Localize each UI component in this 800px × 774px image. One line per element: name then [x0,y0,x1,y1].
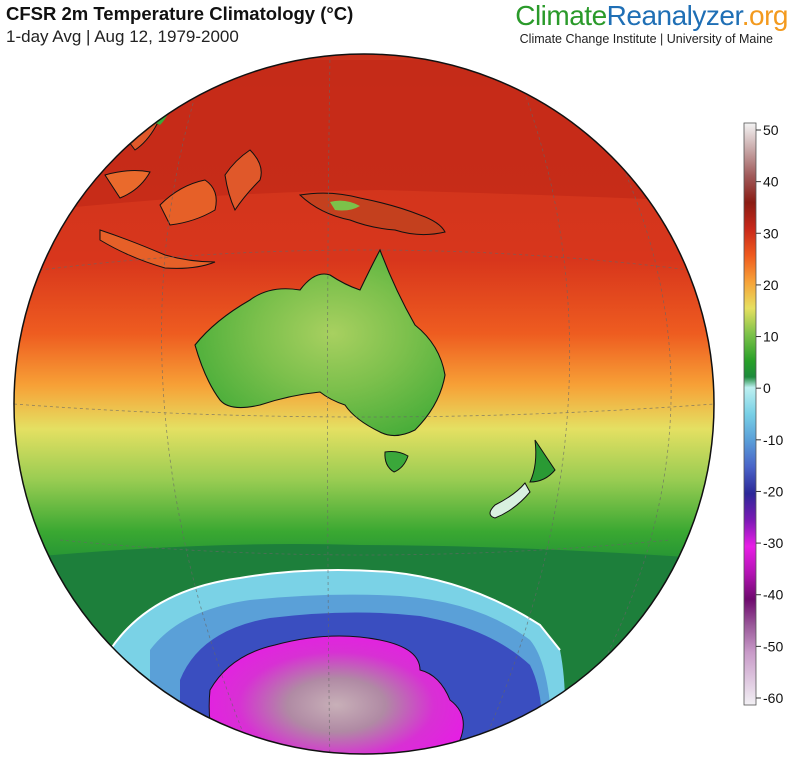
new-guinea-highlands [330,200,360,211]
colorbar-tick-label: 0 [763,380,771,396]
map-title: CFSR 2m Temperature Climatology (°C) [6,3,354,24]
colorbar-tick-label: -60 [763,690,783,706]
new-zealand-south [489,482,531,519]
brand-logo-part-reanalyzer: Reanalyzer [606,0,743,31]
brand-logo[interactable]: ClimateReanalyzer.org [515,0,788,32]
australia [194,248,446,437]
graticule [14,54,714,754]
brand-logo-part-org: .org [741,0,789,31]
brand-subtitle: Climate Change Institute | University of… [519,32,773,46]
sumatra [104,170,151,199]
colorbar-tick-label: -50 [763,638,783,654]
antarctica [208,635,464,754]
colorbar-ticks: 50 40 30 20 10 0 -10 -20 -30 -40 -50 -60 [756,122,783,706]
colorbar-tick-label: 50 [763,122,779,138]
colorbar-scale [743,122,757,706]
colorbar-tick-label: 40 [763,174,779,190]
colorbar-tick-label: 10 [763,329,779,345]
colorbar-tick-label: 20 [763,277,779,293]
colorbar-tick-label: -30 [763,535,783,551]
colorbar-tick-label: 30 [763,225,779,241]
brand-logo-part-climate: Climate [515,0,607,31]
globe-outline [13,53,715,755]
sea-ice-edge [109,569,561,651]
new-zealand-north [529,439,556,483]
colorbar-tick-label: -10 [763,432,783,448]
colorbar-tick-label: -40 [763,587,783,603]
tasmania [384,451,409,473]
borneo [159,179,217,226]
map-subtitle: 1-day Avg | Aug 12, 1979-2000 [6,27,239,46]
sulawesi [224,149,262,212]
colorbar-tick-label: -20 [763,483,783,499]
java [99,229,216,269]
